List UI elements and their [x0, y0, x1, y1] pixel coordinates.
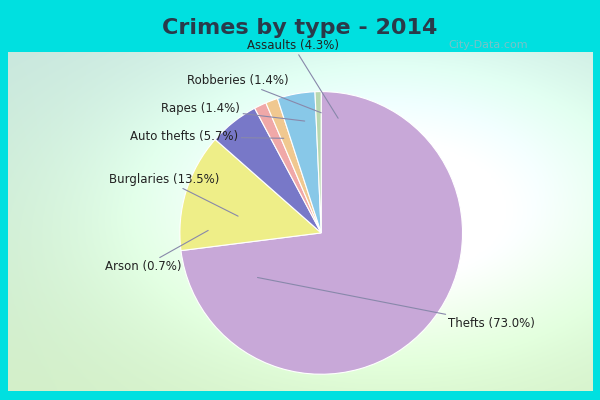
- Wedge shape: [180, 140, 321, 251]
- Text: Thefts (73.0%): Thefts (73.0%): [257, 278, 535, 330]
- Wedge shape: [254, 103, 321, 233]
- Wedge shape: [181, 92, 463, 374]
- Wedge shape: [266, 98, 321, 233]
- Text: City-Data.com: City-Data.com: [448, 40, 528, 50]
- Text: Crimes by type - 2014: Crimes by type - 2014: [163, 18, 437, 38]
- Text: Rapes (1.4%): Rapes (1.4%): [161, 102, 305, 121]
- Text: Burglaries (13.5%): Burglaries (13.5%): [109, 173, 238, 216]
- Wedge shape: [278, 92, 321, 233]
- Wedge shape: [315, 92, 321, 233]
- Text: Arson (0.7%): Arson (0.7%): [105, 230, 208, 273]
- Text: Robberies (1.4%): Robberies (1.4%): [187, 74, 321, 113]
- Text: Auto thefts (5.7%): Auto thefts (5.7%): [130, 130, 284, 143]
- Text: Assaults (4.3%): Assaults (4.3%): [247, 39, 339, 118]
- Wedge shape: [215, 108, 321, 233]
